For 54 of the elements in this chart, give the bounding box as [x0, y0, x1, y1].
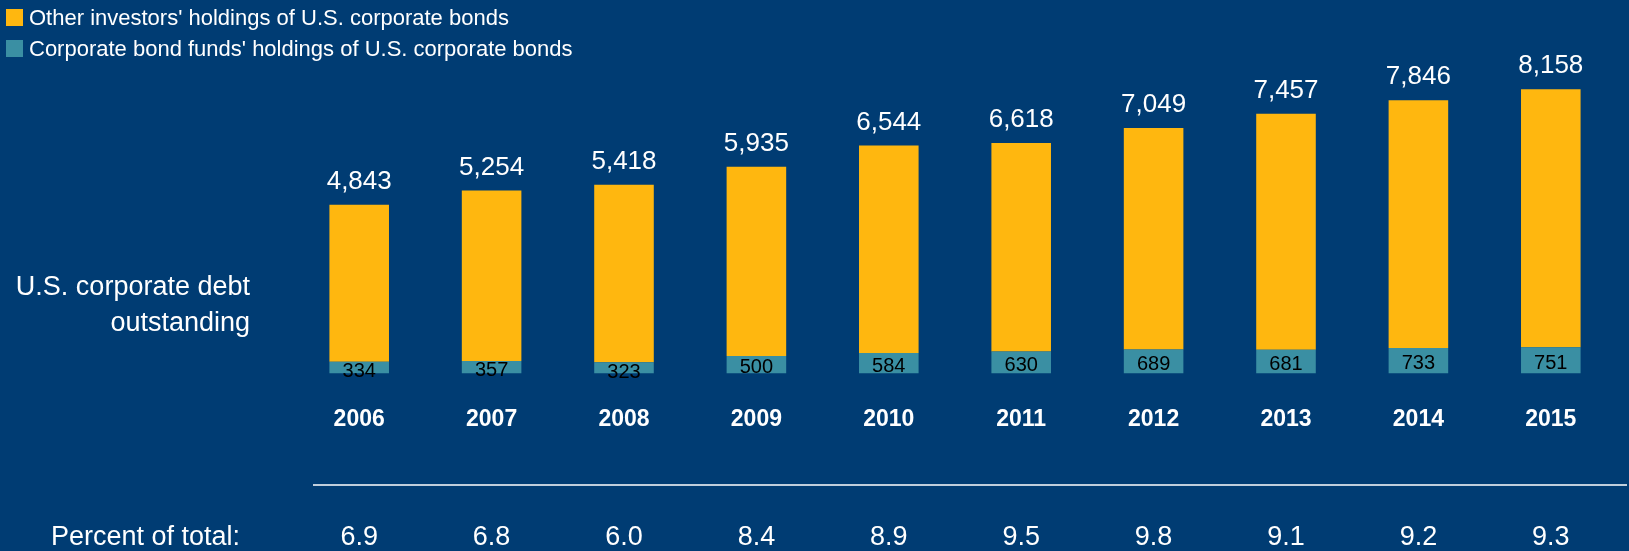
data-label: 323 [607, 359, 641, 382]
bar [991, 142, 1051, 352]
total-label: 5,935 [723, 126, 789, 157]
data-label: 630 [1004, 352, 1038, 375]
text: 6.8 [472, 521, 511, 551]
text: 8.9 [870, 521, 908, 551]
text: Percent of total: [50, 521, 240, 551]
text: 9.3 [1532, 521, 1570, 551]
x-tick-label: 2008 [598, 404, 650, 431]
bar [1521, 89, 1581, 348]
x-tick-label: 2011 [996, 404, 1047, 431]
x-tick-label: 2013 [1260, 404, 1312, 431]
bar [726, 166, 787, 356]
text: 6.9 [340, 521, 378, 551]
bar [1388, 100, 1449, 348]
x-tick-label: 2007 [466, 404, 518, 431]
y-axis-title: U.S. corporate debt outstanding [14, 270, 250, 339]
x-tick-label: 2015 [1525, 404, 1577, 431]
total-label: 6,544 [856, 105, 922, 136]
legend-label: Other investors' holdings of U.S. corporate bonds [29, 4, 509, 32]
data-label: 681 [1269, 352, 1303, 375]
data-label: 500 [739, 355, 774, 378]
total-label: 4,843 [326, 164, 392, 195]
bar [1123, 127, 1184, 350]
bar [1256, 113, 1316, 350]
total-label: 6,618 [988, 103, 1054, 134]
data-label: 584 [872, 353, 906, 376]
x-tick-label: 2006 [333, 404, 385, 431]
text: 9.2 [1399, 521, 1438, 551]
data-label: 334 [342, 359, 376, 382]
text: 9.8 [1134, 521, 1173, 551]
text: 9.5 [1002, 521, 1040, 551]
legend-label: Corporate bond funds' holdings of U.S. corporate bonds [29, 35, 573, 63]
total-label: 5,254 [459, 150, 525, 181]
total-label: 8,158 [1518, 49, 1584, 80]
bar [461, 190, 522, 361]
total-label: 5,418 [591, 144, 657, 175]
bar [594, 184, 654, 363]
total-label: 7,457 [1253, 73, 1319, 104]
x-tick-label: 2009 [730, 404, 782, 431]
data-label: 733 [1401, 351, 1436, 374]
data-label: 689 [1136, 351, 1171, 374]
x-tick-label: 2010 [863, 404, 915, 431]
data-label: 357 [474, 358, 509, 381]
x-tick-label: 2014 [1392, 404, 1445, 431]
text: 8.4 [737, 521, 776, 551]
x-tick-label: 2012 [1128, 404, 1180, 431]
bar [859, 145, 919, 354]
total-label: 7,049 [1121, 88, 1187, 119]
text: 9.1 [1267, 521, 1305, 551]
text: 6.0 [605, 521, 643, 551]
total-label: 7,846 [1385, 60, 1451, 91]
data-label: 751 [1534, 350, 1568, 373]
bar [329, 204, 389, 362]
